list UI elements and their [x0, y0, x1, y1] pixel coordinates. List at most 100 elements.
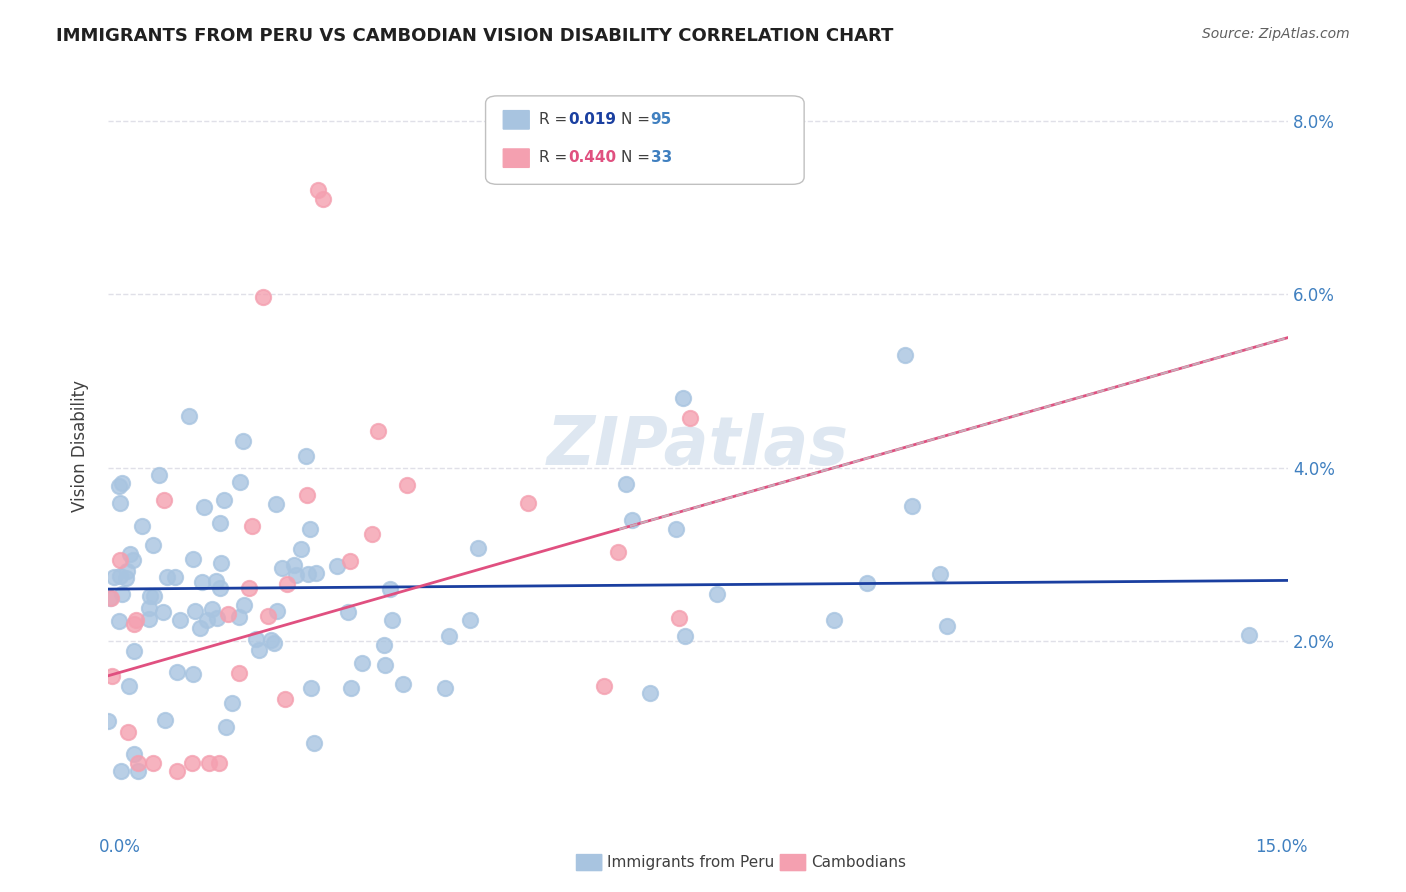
Point: [706, 587, 728, 601]
Point: [148, 468, 170, 483]
Point: [614, 477, 637, 491]
Text: 33: 33: [651, 150, 672, 165]
Point: [138, 600, 160, 615]
Point: [198, 756, 221, 770]
Point: [228, 609, 250, 624]
Point: [266, 604, 288, 618]
Text: 15.0%: 15.0%: [1256, 838, 1308, 856]
FancyBboxPatch shape: [485, 95, 804, 185]
Point: [607, 545, 630, 559]
Point: [367, 424, 389, 438]
Point: [337, 605, 360, 619]
Point: [169, 613, 191, 627]
Point: [103, 570, 125, 584]
Point: [221, 696, 243, 710]
Point: [166, 764, 188, 779]
Point: [117, 564, 139, 578]
Point: [211, 556, 233, 570]
Point: [252, 290, 274, 304]
Text: ZIPatlas: ZIPatlas: [547, 413, 849, 479]
Point: [395, 478, 418, 492]
Point: [823, 613, 845, 627]
Point: [233, 598, 256, 612]
Point: [131, 518, 153, 533]
Point: [215, 720, 238, 734]
Point: [305, 566, 328, 580]
Point: [340, 681, 363, 695]
Point: [264, 497, 287, 511]
Point: [929, 566, 952, 581]
Point: [304, 735, 326, 749]
Point: [138, 612, 160, 626]
Point: [166, 665, 188, 680]
Point: [179, 409, 201, 423]
Point: [205, 574, 228, 589]
Point: [115, 571, 138, 585]
FancyBboxPatch shape: [503, 149, 529, 168]
Point: [935, 619, 957, 633]
Point: [156, 570, 179, 584]
Point: [374, 657, 396, 672]
Point: [668, 610, 690, 624]
Point: [117, 724, 139, 739]
Point: [240, 518, 263, 533]
Point: [433, 681, 456, 695]
Point: [458, 613, 481, 627]
Point: [297, 567, 319, 582]
Point: [856, 576, 879, 591]
Point: [391, 677, 413, 691]
Text: Source: ZipAtlas.com: Source: ZipAtlas.com: [1202, 27, 1350, 41]
Point: [193, 500, 215, 515]
Point: [621, 513, 644, 527]
Point: [638, 686, 661, 700]
Text: Immigrants from Peru: Immigrants from Peru: [607, 855, 775, 870]
Point: [209, 516, 232, 530]
Point: [238, 581, 260, 595]
Point: [108, 552, 131, 566]
Point: [122, 747, 145, 761]
Point: [100, 591, 122, 605]
Text: R =: R =: [538, 112, 572, 127]
Point: [276, 577, 298, 591]
Point: [181, 666, 204, 681]
Point: [100, 591, 122, 605]
Text: Cambodians: Cambodians: [811, 855, 907, 870]
Point: [1237, 627, 1260, 641]
Point: [665, 522, 688, 536]
Point: [127, 756, 149, 770]
Point: [299, 681, 322, 696]
Point: [118, 547, 141, 561]
Point: [517, 496, 540, 510]
Point: [228, 666, 250, 681]
Point: [312, 192, 335, 206]
Point: [108, 478, 131, 492]
Point: [181, 552, 204, 566]
Point: [901, 499, 924, 513]
Y-axis label: Vision Disability: Vision Disability: [72, 380, 89, 512]
Text: 0.0%: 0.0%: [98, 838, 141, 856]
Point: [361, 526, 384, 541]
Text: N =: N =: [621, 112, 655, 127]
Point: [232, 434, 254, 448]
Point: [110, 764, 132, 779]
Point: [298, 522, 321, 536]
Point: [110, 475, 132, 490]
Point: [110, 568, 132, 582]
Point: [142, 538, 165, 552]
Point: [212, 493, 235, 508]
Point: [190, 575, 212, 590]
Point: [142, 756, 165, 770]
Point: [205, 611, 228, 625]
Point: [208, 581, 231, 595]
Point: [122, 617, 145, 632]
Point: [373, 639, 395, 653]
Point: [153, 492, 176, 507]
Point: [274, 692, 297, 706]
Point: [247, 642, 270, 657]
Point: [380, 582, 402, 597]
Point: [672, 392, 695, 406]
Point: [437, 629, 460, 643]
Point: [108, 614, 131, 628]
Point: [195, 613, 218, 627]
Point: [294, 449, 316, 463]
